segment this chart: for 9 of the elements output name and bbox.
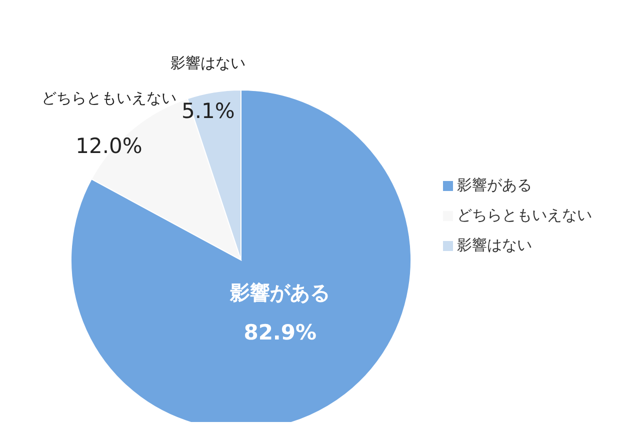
- slice-label: 影響はない: [170, 54, 246, 72]
- data-label: 5.1%: [182, 98, 235, 123]
- legend-label: どちらともいえない: [457, 206, 592, 224]
- legend-label: 影響はない: [457, 236, 532, 254]
- legend-label: 影響がある: [457, 176, 532, 194]
- slice-label: どちらともいえない: [42, 88, 176, 107]
- data-label: 82.9%: [244, 320, 317, 345]
- data-label: 12.0%: [76, 134, 142, 158]
- slice-label: 影響がある: [229, 280, 330, 305]
